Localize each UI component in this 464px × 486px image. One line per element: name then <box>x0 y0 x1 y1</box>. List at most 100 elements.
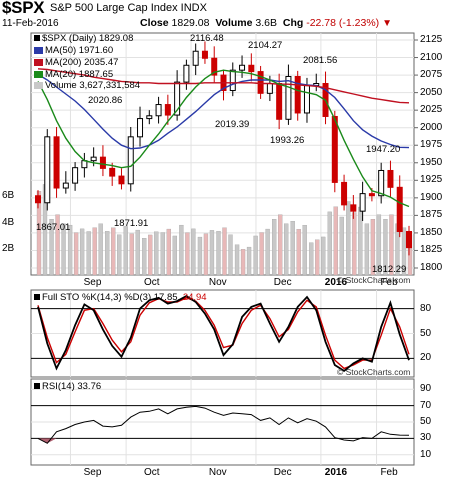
price-bar-body <box>155 104 162 117</box>
volume-bar <box>209 230 215 276</box>
volume-bar <box>166 228 172 276</box>
close-label: Close <box>140 17 169 29</box>
price-tick-label: 1975 <box>420 139 443 151</box>
volume-bar <box>253 235 258 276</box>
volume-bars <box>36 184 413 276</box>
quote-date: 11-Feb-2016 <box>2 18 59 29</box>
price-bar-body <box>99 156 106 169</box>
volume-bar <box>160 232 166 276</box>
volume-bar <box>339 216 344 276</box>
volume-bar <box>234 244 240 276</box>
price-bar-body <box>44 136 51 204</box>
legend-ma200: MA(200) 2035.47 <box>34 57 118 68</box>
price-bar-body <box>331 115 338 183</box>
price-bar-body <box>118 175 125 185</box>
annotation-high-nov: 2116.48 <box>190 33 224 44</box>
volume-bar <box>172 235 178 276</box>
watermark-upper: © StockCharts.com <box>337 275 410 285</box>
volume-bar <box>49 219 54 276</box>
volume-bar <box>148 234 153 276</box>
price-bar-body <box>341 181 348 206</box>
volume-bar <box>228 234 233 276</box>
volume-bar <box>222 227 227 276</box>
price-bar-body <box>229 69 236 92</box>
volume-value: 3.6B <box>255 17 278 29</box>
price-bar-body <box>146 115 153 120</box>
stoch-tick-label: 20 <box>420 352 432 364</box>
date-label: Sep <box>83 277 102 288</box>
volume-bar <box>401 227 407 276</box>
volume-bar <box>376 214 382 276</box>
price-bar-body <box>406 231 412 249</box>
legend-swatch-ma50 <box>34 46 43 54</box>
annotation-high-dec: 2104.27 <box>248 40 283 51</box>
legend-swatch-price <box>34 35 40 42</box>
rsi-tick-label: 90 <box>420 383 432 395</box>
volume-bar <box>135 229 140 276</box>
price-bar-body <box>183 64 190 83</box>
legend-swatch-ma200 <box>34 58 43 66</box>
price-tick-label: 1950 <box>420 156 443 168</box>
annotation-low-dec: 1993.26 <box>270 135 305 146</box>
annotation-high-dec-end: 2081.56 <box>303 55 338 66</box>
price-bar-body <box>276 83 283 120</box>
index-name: S&P 500 Large Cap Index INDX <box>50 2 207 14</box>
legend-ma20: MA(20) 1887.65 <box>34 69 113 80</box>
volume-bar <box>265 228 270 276</box>
legend-swatch-ma20 <box>34 70 43 78</box>
annotation-high-sep: 2020.86 <box>88 95 123 106</box>
volume-bar <box>105 231 110 276</box>
price-bar-body <box>35 195 41 204</box>
rsi-oversold-fill <box>38 438 57 444</box>
rsi-tick-label: 70 <box>420 399 432 411</box>
stoch-k-label: Full STO %K(14,3) <box>42 292 122 303</box>
volume-bar <box>240 249 246 276</box>
price-tick-label: 2075 <box>420 69 443 81</box>
annotation-high-feb: 1947.20 <box>366 144 401 155</box>
volume-bar <box>117 234 122 276</box>
ma50-line <box>37 73 410 150</box>
volume-bar <box>383 219 388 276</box>
annotation-low-feb: 1812.29 <box>372 264 407 275</box>
price-bar-body <box>387 169 394 188</box>
volume-bar <box>246 246 252 276</box>
ma200-line <box>37 68 410 104</box>
rsi-line-path <box>37 405 410 444</box>
price-bar-body <box>239 64 246 71</box>
annotation-low-aug: 1867.01 <box>36 222 71 233</box>
price-bar-body <box>201 50 208 59</box>
price-bar-body <box>303 85 310 114</box>
date-label: Nov <box>208 467 227 478</box>
date-label: Oct <box>143 467 160 478</box>
rsi-title: RSI(14) 33.76 <box>34 381 101 392</box>
legend-ma50: MA(50) 1971.60 <box>34 45 113 56</box>
axis-ticks <box>414 39 418 269</box>
price-bar-body <box>285 75 292 120</box>
volume-bar <box>216 231 221 276</box>
date-label: Sep <box>83 467 102 478</box>
volume-bar <box>271 219 277 276</box>
volume-bar <box>123 226 128 276</box>
price-bar-body <box>164 104 171 116</box>
price-bar-body <box>72 167 79 184</box>
volume-bar <box>197 236 203 276</box>
date-label: 2016 <box>324 467 348 478</box>
price-tick-label: 1875 <box>420 209 443 221</box>
price-bar-body <box>211 57 218 76</box>
legend-ma50-text: MA(50) 1971.60 <box>45 45 114 56</box>
volume-bar <box>86 231 91 276</box>
volume-bar <box>277 214 283 276</box>
rsi-swatch <box>34 383 40 390</box>
stoch-d-label: %D(3) 17.85, <box>124 292 181 303</box>
volume-bar <box>185 232 190 276</box>
volume-bar <box>36 191 42 276</box>
symbol-title: $SPX <box>2 0 45 17</box>
volume-bar <box>389 214 394 276</box>
volume-bar <box>55 214 60 276</box>
price-bar-body <box>90 156 97 162</box>
rsi-tick-label: 50 <box>420 416 432 427</box>
date-label: Nov <box>208 277 227 288</box>
volume-tick-label: 2B <box>2 242 15 254</box>
price-bars <box>35 41 412 256</box>
